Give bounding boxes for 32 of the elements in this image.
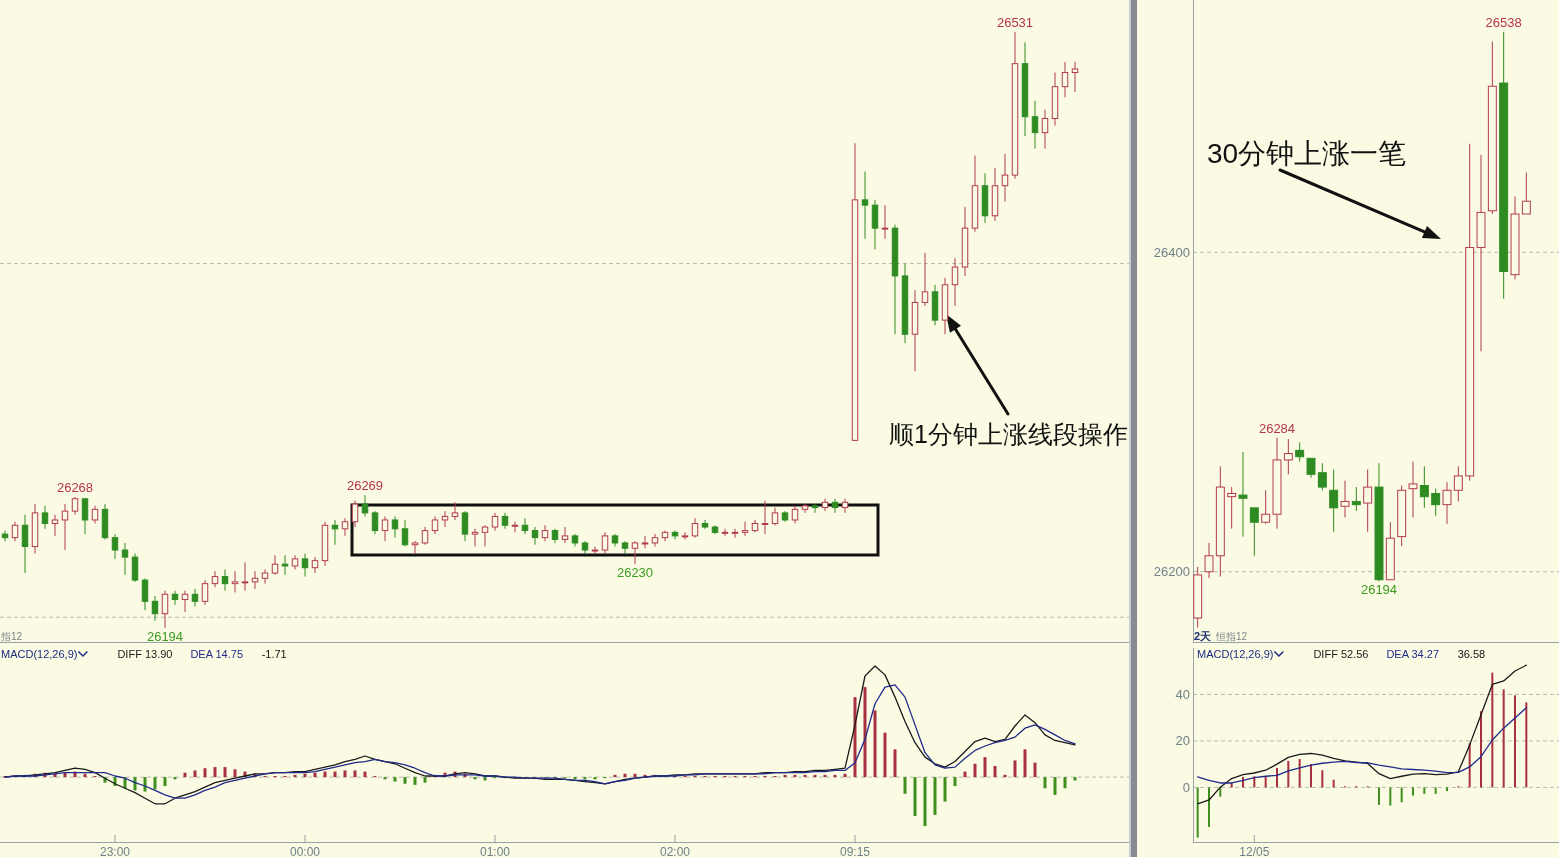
- annotation: 36.58: [1457, 648, 1486, 660]
- annotation: 26268: [56, 479, 94, 495]
- y-tick-label: 26200: [1153, 564, 1190, 580]
- y-tick-label: 40: [1175, 686, 1190, 702]
- x-tick-label: 02:00: [659, 845, 691, 857]
- annotation: 顺1分钟上涨线段操作: [889, 420, 1128, 448]
- annotation: 2天: [1194, 630, 1213, 642]
- text: DEA 34.27: [1386, 648, 1440, 660]
- annotation: 30分钟上涨一笔: [1207, 138, 1407, 169]
- text: -1.71: [261, 648, 287, 660]
- text: DIFF 13.90: [117, 648, 173, 660]
- annotation: 26194: [146, 628, 184, 644]
- annotation: 26284: [1258, 420, 1296, 436]
- text: DIFF 52.56: [1313, 648, 1369, 660]
- y-tick-label: 0: [1182, 779, 1190, 795]
- annotation: 26269: [346, 478, 384, 494]
- annotation: 26194: [1360, 582, 1398, 598]
- annotation: 26538: [1485, 14, 1522, 30]
- annotation: 指12: [0, 631, 23, 642]
- annotation: 26230: [616, 565, 654, 581]
- x-tick-label: 23:00: [99, 845, 131, 857]
- annotation: 恒指12: [1215, 631, 1248, 642]
- x-tick-label: 01:00: [479, 845, 511, 857]
- chart-title: MACD(12,26,9): [1, 648, 78, 660]
- x-tick-label: 09:15: [839, 845, 871, 857]
- annotation: 26531: [996, 14, 1034, 30]
- y-tick-label: 26400: [1153, 244, 1190, 260]
- x-tick-label: 00:00: [289, 845, 321, 857]
- chart-title: MACD(12,26,9): [1197, 648, 1274, 660]
- y-tick-label: 20: [1175, 733, 1190, 749]
- x-tick-label: 12/05: [1239, 845, 1270, 857]
- text: DEA 14.75: [190, 648, 244, 660]
